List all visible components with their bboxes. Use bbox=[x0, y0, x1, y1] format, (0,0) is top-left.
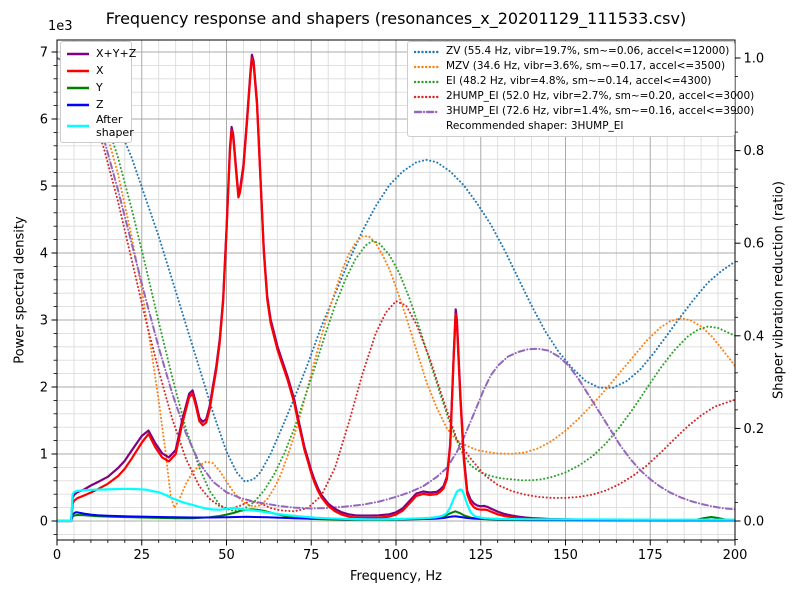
legend-line-sample bbox=[414, 65, 440, 68]
legend-item: X bbox=[66, 62, 126, 79]
y-left-tick-label: 7 bbox=[40, 46, 48, 61]
x-tick-label: 150 bbox=[553, 548, 578, 563]
curve-x bbox=[57, 56, 735, 523]
legend-item: Y bbox=[66, 79, 126, 96]
curve-2hump-ei bbox=[57, 57, 735, 513]
y-left-tick-label: 6 bbox=[40, 113, 48, 128]
legend-line-sample bbox=[67, 124, 89, 128]
x-tick-label: 50 bbox=[218, 548, 235, 563]
y-axis-offset-label: 1e3 bbox=[48, 19, 73, 34]
curve-ei bbox=[57, 57, 735, 512]
curve-mzv bbox=[57, 57, 735, 509]
legend-item: After shaper bbox=[66, 113, 134, 139]
legend-item: ZV (55.4 Hz, vibr=19.7%, sm~=0.06, accel… bbox=[414, 44, 730, 59]
legend-item: 3HUMP_EI (72.6 Hz, vibr=1.4%, sm~=0.16, … bbox=[414, 104, 754, 119]
y-right-tick-label: 0.6 bbox=[744, 237, 765, 252]
y-left-tick-label: 3 bbox=[40, 314, 48, 329]
x-tick-label: 100 bbox=[384, 548, 409, 563]
legend-item: 2HUMP_EI (52.0 Hz, vibr=2.7%, sm~=0.20, … bbox=[414, 89, 754, 104]
y-left-tick-label: 1 bbox=[40, 448, 48, 463]
legend-line-sample bbox=[67, 86, 89, 89]
legend-line-sample bbox=[67, 52, 89, 55]
y-left-tick-label: 4 bbox=[40, 247, 48, 262]
y-left-tick-label: 5 bbox=[40, 180, 48, 195]
legend-item: Recommended shaper: 3HUMP_EI bbox=[414, 119, 728, 134]
x-tick-label: 0 bbox=[53, 548, 61, 563]
legend-line-sample bbox=[67, 69, 89, 72]
legend-item: X+Y+Z bbox=[66, 45, 136, 62]
x-tick-label: 25 bbox=[133, 548, 150, 563]
x-tick-label: 200 bbox=[723, 548, 748, 563]
x-axis-label: Frequency, Hz bbox=[349, 569, 443, 584]
legend-label: Z bbox=[96, 98, 104, 111]
legend-label: 3HUMP_EI (72.6 Hz, vibr=1.4%, sm~=0.16, … bbox=[446, 105, 755, 117]
legend-line-sample bbox=[67, 103, 89, 106]
legend-line-sample bbox=[414, 50, 440, 53]
legend-label: EI (48.2 Hz, vibr=4.8%, sm~=0.14, accel<… bbox=[446, 75, 712, 87]
legend-item: EI (48.2 Hz, vibr=4.8%, sm~=0.14, accel<… bbox=[414, 74, 728, 89]
y-left-tick-label: 0 bbox=[40, 515, 48, 530]
curve-after-shaper bbox=[57, 487, 735, 523]
legend-line-sample bbox=[414, 80, 440, 83]
y-right-tick-label: 1.0 bbox=[744, 52, 765, 67]
curve-zv bbox=[57, 57, 735, 483]
legend-item: MZV (34.6 Hz, vibr=3.6%, sm~=0.17, accel… bbox=[414, 59, 728, 74]
legend-label: After shaper bbox=[96, 113, 134, 139]
y-right-tick-label: 0.2 bbox=[744, 422, 765, 437]
legend-label: Y bbox=[96, 81, 103, 94]
x-tick-label: 125 bbox=[468, 548, 493, 563]
y-right-tick-label: 0.8 bbox=[744, 144, 765, 159]
chart-title: Frequency response and shapers (resonanc… bbox=[105, 9, 687, 28]
legend-label: 2HUMP_EI (52.0 Hz, vibr=2.7%, sm~=0.20, … bbox=[446, 90, 755, 102]
psd-legend: X+Y+Z X Y Z After shaper bbox=[60, 41, 136, 143]
y-left-tick-label: 2 bbox=[40, 381, 48, 396]
legend-label: Recommended shaper: 3HUMP_EI bbox=[446, 120, 624, 132]
plot-border bbox=[56, 39, 736, 541]
shaper-legend: ZV (55.4 Hz, vibr=19.7%, sm~=0.06, accel… bbox=[407, 41, 754, 137]
legend-label: MZV (34.6 Hz, vibr=3.6%, sm~=0.17, accel… bbox=[446, 60, 726, 72]
x-tick-label: 75 bbox=[303, 548, 320, 563]
legend-line-sample bbox=[414, 110, 440, 113]
y-right-tick-label: 0.0 bbox=[744, 515, 765, 530]
legend-line-sample bbox=[414, 95, 440, 98]
legend-item: Z bbox=[66, 96, 126, 113]
legend-label: X bbox=[96, 64, 104, 77]
legend-label: X+Y+Z bbox=[96, 47, 137, 60]
y-right-tick-label: 0.4 bbox=[744, 329, 765, 344]
legend-label: ZV (55.4 Hz, vibr=19.7%, sm~=0.06, accel… bbox=[446, 45, 730, 57]
x-tick-label: 175 bbox=[638, 548, 663, 563]
